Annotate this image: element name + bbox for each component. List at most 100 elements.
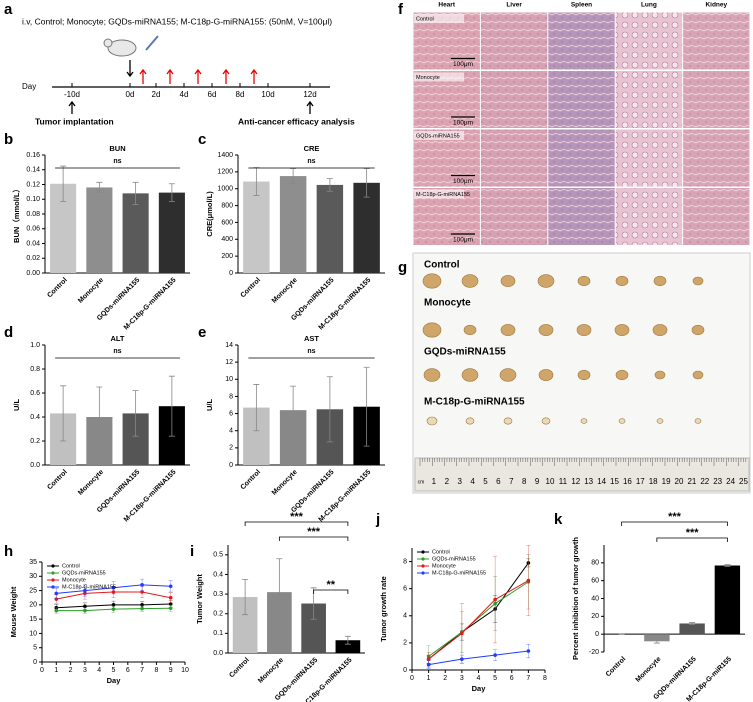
y-tick-label: 0.6 <box>30 390 40 397</box>
x-tick-label: 6 <box>510 675 514 682</box>
error-bar <box>253 384 260 432</box>
ruler <box>414 457 750 492</box>
tumor <box>618 418 626 424</box>
y-tick-label: 0 <box>229 270 233 277</box>
panel-letter: b <box>4 131 13 148</box>
point <box>140 590 144 594</box>
event-arrow-head <box>306 100 314 107</box>
x-tick-label: 7 <box>140 667 144 674</box>
y-tick-label: 0 <box>403 667 407 674</box>
error-bar <box>653 639 660 644</box>
legend-marker <box>51 564 55 568</box>
panel-letter: k <box>554 511 563 528</box>
tumor <box>691 324 705 336</box>
tissue-texture <box>683 188 750 245</box>
x-tick-label: 3 <box>83 667 87 674</box>
x-tick-label: Monocyte <box>271 277 299 305</box>
legend-marker <box>421 571 425 575</box>
panel-letter: g <box>398 259 407 276</box>
bar <box>644 634 670 642</box>
legend-label: Control <box>432 549 450 555</box>
dose-arrow-head <box>194 68 202 75</box>
y-tick-label: 0.06 <box>26 226 40 233</box>
x-tick-label: 8 <box>154 667 158 674</box>
y-axis-label: Percent inhibition of tumor growth <box>571 537 580 660</box>
event-arrow-head <box>68 100 76 107</box>
y-tick-label: 0.8 <box>30 366 40 373</box>
tumor <box>576 324 592 336</box>
tumor <box>537 274 555 288</box>
tumor <box>538 324 554 336</box>
mouse-icon <box>103 35 159 57</box>
ruler-number: 13 <box>584 477 593 486</box>
y-tick-label: 0.2 <box>30 438 40 445</box>
y-tick-label: 0.0 <box>213 650 223 657</box>
point <box>426 662 431 667</box>
x-tick-label: 0 <box>410 675 414 682</box>
column-header: Heart <box>438 2 455 9</box>
ruler-number: 5 <box>483 477 488 486</box>
error-bar <box>363 168 370 198</box>
column-header: Spleen <box>571 2 592 9</box>
bar <box>353 182 380 273</box>
legend-marker <box>421 564 425 568</box>
y-tick-label: 1000 <box>217 186 233 193</box>
point <box>168 584 173 589</box>
tissue-texture <box>548 12 615 70</box>
x-tick-label: 2 <box>69 667 73 674</box>
significance-label: ns <box>113 158 121 165</box>
y-axis-label: Mouse Weight <box>9 586 18 637</box>
y-tick-label: 1200 <box>217 169 233 176</box>
y-tick-label: 0.1 <box>213 630 223 637</box>
error-bar <box>96 181 103 194</box>
x-tick-label: Monocyte <box>257 657 285 685</box>
tissue-texture <box>683 129 750 187</box>
point <box>83 608 87 613</box>
significance-label: ns <box>307 158 315 165</box>
ruler-number: 3 <box>457 477 462 486</box>
x-tick-label: Control <box>240 277 263 300</box>
dose-arrow-head <box>139 68 147 75</box>
bar <box>714 565 741 635</box>
ruler-number: 8 <box>522 477 527 486</box>
error-bar <box>168 375 175 437</box>
error-bar <box>344 635 351 645</box>
ruler-number: 9 <box>535 477 540 486</box>
series-line <box>428 581 529 657</box>
dose-arrow-head <box>222 68 230 75</box>
column-header: Lung <box>641 2 657 9</box>
timeline-header: i.v, Control; Monocyte; GQDs-miRNA155; M… <box>22 16 332 26</box>
bar <box>279 176 307 273</box>
tissue-texture <box>480 188 548 245</box>
error-bar <box>326 376 333 443</box>
day-tick-label: -10d <box>64 90 80 99</box>
y-tick-label: 8 <box>229 393 233 400</box>
tissue-texture <box>548 129 615 187</box>
bar <box>316 184 344 273</box>
ruler-number: 18 <box>649 477 658 486</box>
bar <box>243 181 270 273</box>
y-tick-label: 10 <box>225 376 233 383</box>
x-tick-label: Monocyte <box>77 277 105 305</box>
day-tick-label: 12d <box>303 90 316 99</box>
tumor <box>692 370 704 380</box>
legend-marker <box>51 578 55 582</box>
tumor <box>423 368 441 382</box>
injection-arrow-head <box>126 71 134 78</box>
legend-label: M-C18p-G-miRNA155 <box>62 584 116 590</box>
point <box>111 585 116 590</box>
ruler-number: 12 <box>571 477 580 486</box>
y-tick-label: 2 <box>229 445 233 452</box>
tumor <box>500 275 516 287</box>
scale-bar-label: 100μm <box>453 178 473 185</box>
row-label-bg <box>414 72 464 82</box>
x-tick-label: Control <box>46 277 69 300</box>
point <box>526 649 531 653</box>
tissue-texture <box>615 188 683 245</box>
y-tick-label: 14 <box>225 342 233 349</box>
error-bar <box>363 366 370 447</box>
series-line <box>428 562 529 660</box>
x-tick-label: 6 <box>126 667 130 674</box>
ruler-number: 10 <box>546 477 555 486</box>
y-tick-label: 0 <box>33 659 37 666</box>
